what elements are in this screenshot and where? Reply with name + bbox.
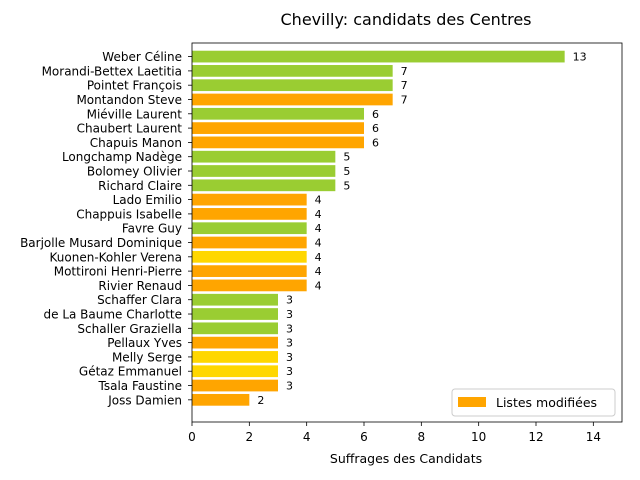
bar xyxy=(192,293,278,306)
x-tick-label: 4 xyxy=(303,430,311,444)
bar xyxy=(192,50,565,63)
x-tick-label: 14 xyxy=(586,430,601,444)
value-label: 3 xyxy=(286,322,293,335)
plot-frame xyxy=(191,42,623,423)
x-tick-label: 0 xyxy=(188,430,196,444)
value-label: 3 xyxy=(286,308,293,321)
value-label: 4 xyxy=(315,208,322,221)
x-tick-label: 8 xyxy=(418,430,426,444)
bar xyxy=(192,193,307,206)
bar xyxy=(192,107,364,120)
category-label: Pointet François xyxy=(87,79,182,93)
value-label: 3 xyxy=(286,337,293,350)
category-label: Tsala Faustine xyxy=(98,379,183,393)
bar xyxy=(192,322,278,335)
x-axis-label: Suffrages des Candidats xyxy=(330,451,482,466)
bar xyxy=(192,208,307,220)
value-label: 4 xyxy=(315,237,322,250)
bar xyxy=(192,236,307,249)
value-label: 7 xyxy=(401,93,408,106)
legend-label: Listes modifiées xyxy=(496,395,597,410)
x-tick-label: 2 xyxy=(246,430,254,444)
category-label: Barjolle Musard Dominique xyxy=(20,236,182,250)
category-label: Morandi-Bettex Laetitia xyxy=(42,64,182,78)
bar xyxy=(192,93,393,106)
value-label: 4 xyxy=(315,265,322,278)
bar xyxy=(192,265,307,277)
bar xyxy=(192,165,336,177)
bar xyxy=(192,122,364,134)
category-label: Schaller Graziella xyxy=(77,322,182,336)
bar xyxy=(192,150,336,163)
category-label: Longchamp Nadège xyxy=(62,150,182,164)
legend: Listes modifiées xyxy=(451,388,616,417)
value-label: 5 xyxy=(343,179,350,192)
value-label: 6 xyxy=(372,108,379,121)
category-label: Joss Damien xyxy=(107,393,182,407)
bar xyxy=(192,379,278,392)
bar xyxy=(192,65,393,77)
category-label: Melly Serge xyxy=(112,350,182,364)
value-label: 4 xyxy=(315,194,322,207)
bar xyxy=(192,351,278,363)
bar xyxy=(192,222,307,235)
bar xyxy=(192,250,307,263)
value-label: 5 xyxy=(343,151,350,164)
category-label: Kuonen-Kohler Verena xyxy=(50,250,183,264)
value-label: 13 xyxy=(573,51,587,64)
category-label: Richard Claire xyxy=(98,179,182,193)
value-label: 4 xyxy=(315,279,322,292)
category-label: Montandon Steve xyxy=(76,93,182,107)
category-label: Schaffer Clara xyxy=(97,293,182,307)
bar xyxy=(192,393,250,406)
value-label: 3 xyxy=(286,351,293,364)
value-label: 3 xyxy=(286,380,293,393)
bar xyxy=(192,365,278,378)
chart-title: Chevilly: candidats des Centres xyxy=(281,10,532,29)
category-label: Miéville Laurent xyxy=(87,107,183,121)
x-tick-label: 10 xyxy=(471,430,486,444)
value-label: 3 xyxy=(286,294,293,307)
value-label: 6 xyxy=(372,122,379,135)
bar xyxy=(192,79,393,92)
category-label: Favre Guy xyxy=(122,222,182,236)
category-label: Gétaz Emmanuel xyxy=(79,365,182,379)
bar xyxy=(192,336,278,349)
category-label: Weber Céline xyxy=(102,50,182,64)
x-tick-label: 12 xyxy=(528,430,543,444)
bar xyxy=(192,279,307,292)
value-label: 3 xyxy=(286,365,293,378)
value-label: 7 xyxy=(401,65,408,78)
category-label: de La Baume Charlotte xyxy=(44,308,183,322)
category-label: Bolomey Olivier xyxy=(87,165,182,179)
legend-swatch xyxy=(458,397,486,407)
category-label: Lado Emilio xyxy=(113,193,182,207)
value-label: 6 xyxy=(372,136,379,149)
bar xyxy=(192,136,364,149)
category-label: Pellaux Yves xyxy=(107,336,182,350)
value-label: 4 xyxy=(315,222,322,235)
value-label: 4 xyxy=(315,251,322,264)
value-label: 2 xyxy=(257,394,264,407)
category-label: Chappuis Isabelle xyxy=(76,207,182,221)
category-label: Mottironi Henri-Pierre xyxy=(54,265,182,279)
category-label: Chapuis Manon xyxy=(90,136,182,150)
value-label: 7 xyxy=(401,79,408,92)
category-label: Rivier Renaud xyxy=(98,279,182,293)
bar xyxy=(192,179,336,192)
category-label: Chaubert Laurent xyxy=(77,122,183,136)
x-tick-label: 6 xyxy=(360,430,368,444)
bar xyxy=(192,308,278,320)
legend-frame xyxy=(451,388,616,417)
value-label: 5 xyxy=(343,165,350,178)
